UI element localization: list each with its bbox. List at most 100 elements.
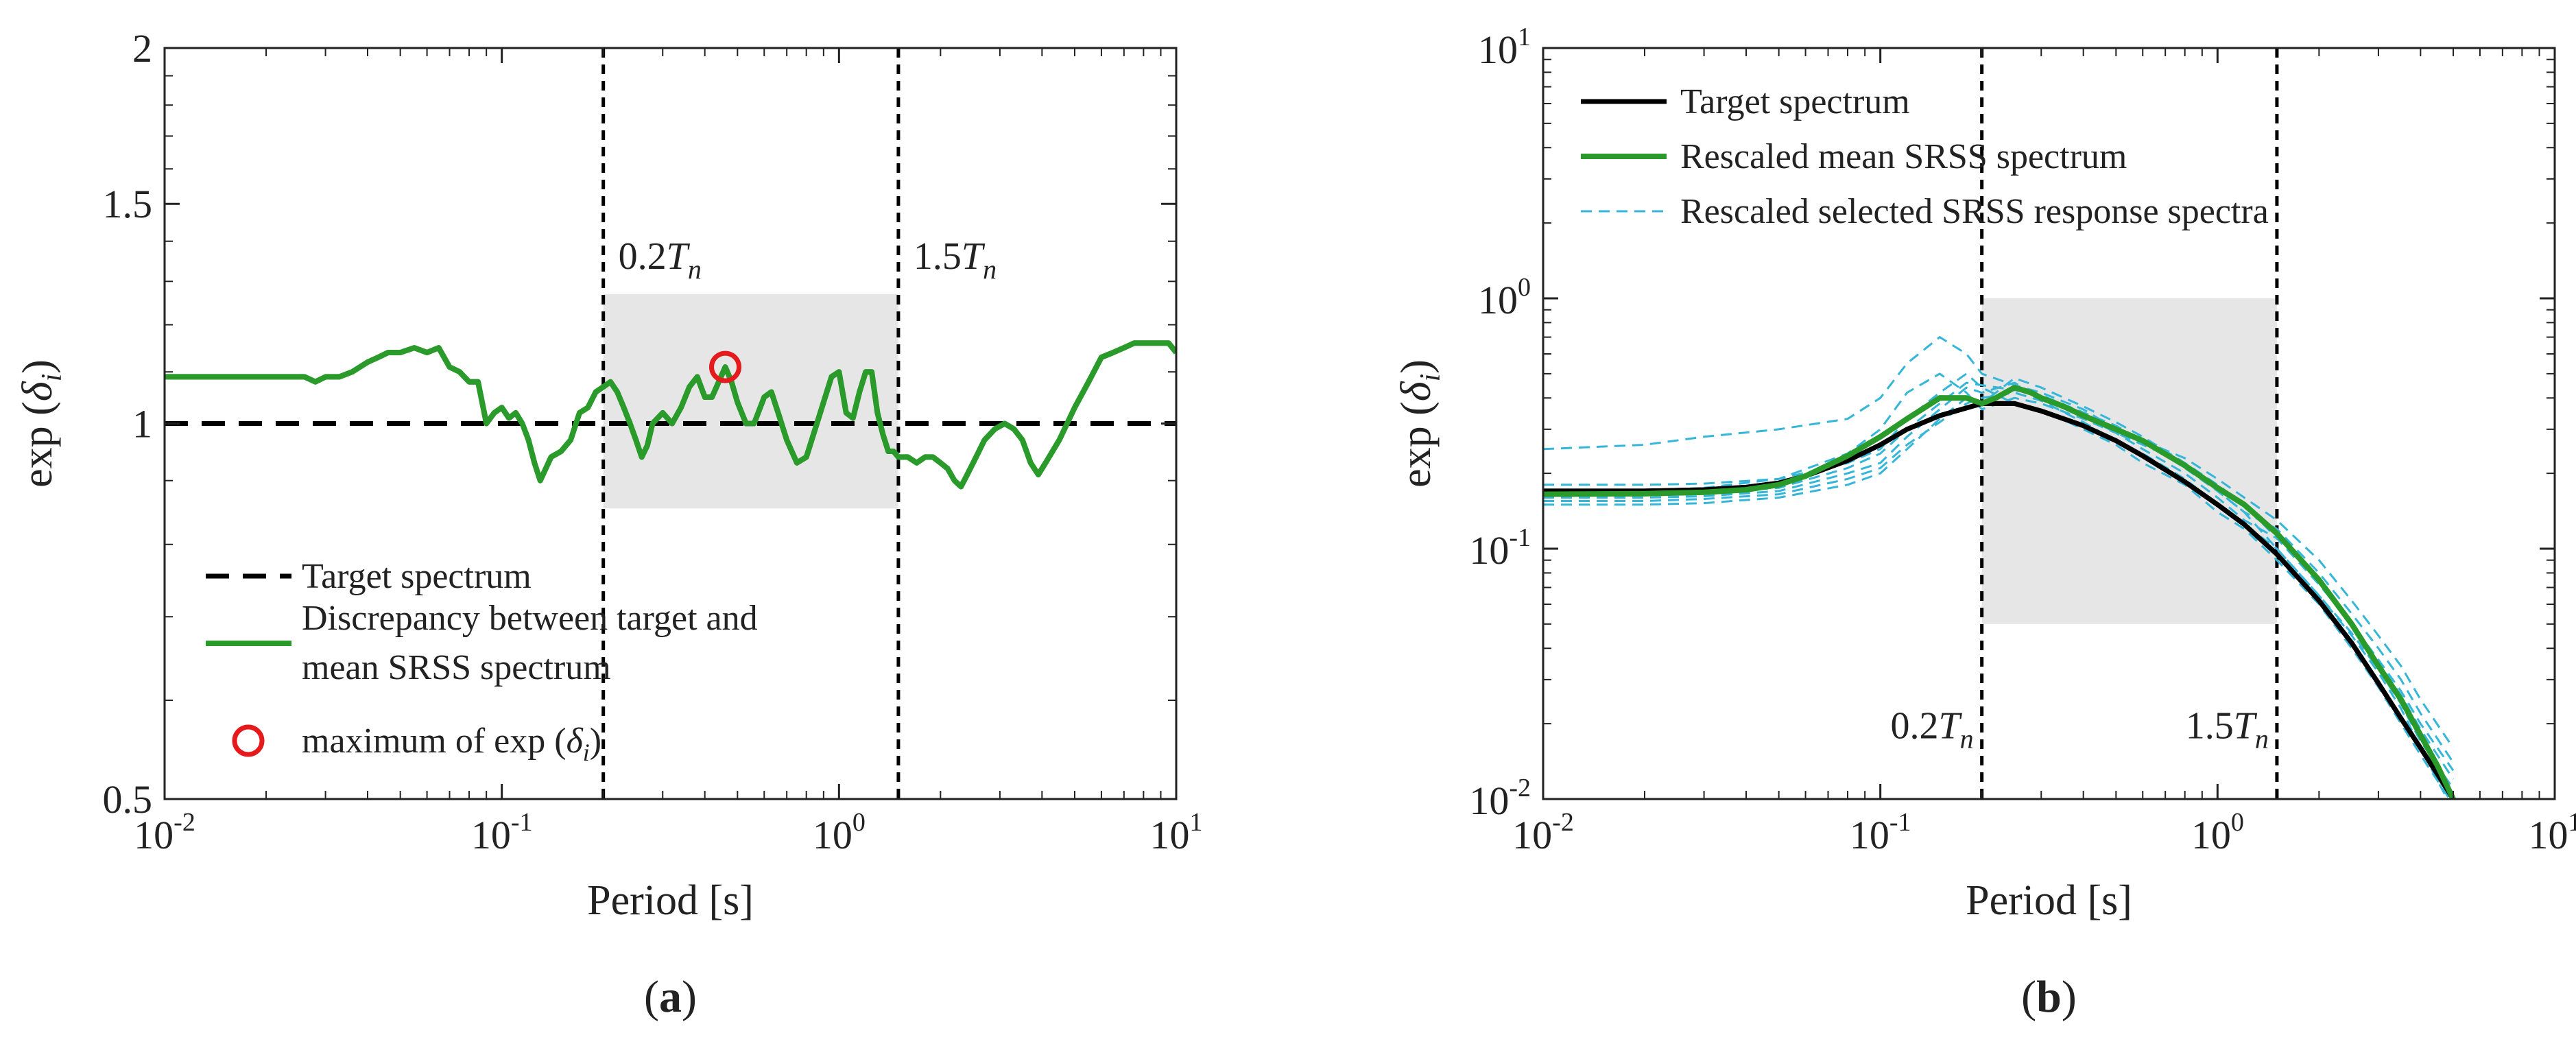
legend-label-marker: maximum of exp (δi)	[302, 722, 601, 766]
legend-label-target: Target spectrum	[302, 557, 532, 596]
x-tick-exponent: 1	[1190, 808, 1203, 837]
x-tick-exponent: 1	[2568, 808, 2576, 837]
y-axis-title-prefix: exp (	[14, 401, 61, 488]
x-tick-base: 10	[471, 813, 511, 857]
x-tick-base: 10	[1150, 813, 1190, 857]
x-tick-exponent: -1	[511, 808, 533, 837]
legend-marker-suffix: )	[590, 722, 601, 761]
shaded-region	[1981, 298, 2277, 624]
y-tick-exponent: -2	[1509, 774, 1531, 802]
x-tick-label: 10-1	[471, 808, 533, 857]
series-line-7	[1543, 381, 2455, 749]
series-line-2	[1543, 336, 2448, 799]
x-tick-exponent: 0	[2231, 808, 2244, 837]
boundary-label-coef: 1.5	[914, 235, 962, 278]
boundary-label-sub: n	[688, 254, 702, 285]
y-tick-base: 10	[1478, 27, 1518, 72]
y-axis-title-symbol: δ	[14, 381, 61, 401]
x-tick-label: 101	[2529, 808, 2576, 857]
y-tick-base: 10	[1469, 778, 1509, 823]
y-tick-base: 10	[1469, 528, 1509, 573]
series-line-4	[1543, 381, 2455, 763]
x-tick-exponent: -1	[1889, 808, 1911, 837]
y-tick-base: 10	[1478, 278, 1518, 322]
y-tick-label: 1.5	[103, 182, 153, 226]
boundary-label-1.5: 1.5Tn	[914, 235, 997, 285]
y-tick-exponent: 1	[1518, 23, 1531, 51]
series-line-5	[1543, 392, 2455, 789]
x-axis-title: Period [s]	[1966, 877, 2132, 924]
y-tick-label: 10-2	[1469, 774, 1531, 823]
y-axis-title-symbol: δ	[1393, 381, 1440, 401]
boundary-label-var: T	[1939, 704, 1963, 747]
legend-label-0: Target spectrum	[1680, 82, 1910, 121]
axes-frame	[1542, 47, 2556, 800]
y-axis-title-subscript: i	[1415, 374, 1446, 382]
panel-label-letter: b	[2036, 972, 2062, 1022]
x-tick-label: 10-2	[134, 808, 195, 857]
boundary-label-sub: n	[983, 254, 997, 285]
boundary-label-coef: 0.2	[1891, 704, 1939, 747]
y-tick-label: 1	[132, 402, 152, 446]
y-axis-title-suffix: )	[1393, 359, 1440, 374]
x-tick-base: 10	[1850, 813, 1889, 857]
legend-label-2: Rescaled selected SRSS response spectra	[1680, 192, 2269, 231]
y-tick-label: 100	[1478, 273, 1531, 322]
x-tick-label: 10-1	[1850, 808, 1911, 857]
maximum-marker	[709, 350, 742, 383]
y-axis-title-suffix: )	[14, 359, 61, 374]
legend-marker-sub: i	[583, 739, 590, 766]
legend-swatch-marker	[232, 724, 265, 757]
y-tick-label: 10-1	[1469, 523, 1531, 573]
panel-label-close: )	[2062, 972, 2077, 1022]
series-line-top-1	[1543, 385, 2456, 799]
y-tick-exponent: 0	[1518, 273, 1531, 302]
plot-area	[165, 48, 1176, 799]
boundary-label-sub: n	[2255, 723, 2269, 754]
x-tick-label: 100	[2191, 808, 2244, 857]
x-tick-base: 10	[1512, 813, 1552, 857]
y-tick-label: 101	[1478, 23, 1531, 72]
panel-label-open: (	[644, 972, 659, 1022]
boundary-label-var: T	[667, 235, 691, 278]
panel-label-open: (	[2021, 972, 2036, 1022]
boundary-label-var: T	[962, 235, 986, 278]
y-tick-label: 2	[132, 26, 152, 71]
x-tick-base: 10	[2191, 813, 2231, 857]
x-tick-exponent: -2	[174, 808, 195, 837]
x-tick-label: 100	[813, 808, 866, 857]
legend-marker-prefix: maximum of exp (	[302, 722, 567, 761]
panel-label: (b)	[2021, 972, 2077, 1022]
boundary-label-0.2: 0.2Tn	[619, 235, 702, 285]
y-axis-title-prefix: exp (	[1393, 401, 1440, 488]
boundary-label-sub: n	[1960, 723, 1974, 754]
panel-label-close: )	[682, 972, 697, 1022]
x-tick-base: 10	[134, 813, 174, 857]
boundary-label-var: T	[2234, 704, 2258, 747]
shaded-region	[603, 294, 898, 509]
panel-label: (a)	[644, 972, 697, 1022]
panel-label-letter: a	[659, 972, 682, 1022]
y-tick-label: 0.5	[103, 777, 153, 822]
y-axis-title: exp (δi)	[1393, 359, 1446, 488]
y-tick-exponent: -1	[1509, 523, 1531, 552]
x-tick-base: 10	[813, 813, 852, 857]
legend-label-discrepancy-1: Discrepancy between target and	[302, 599, 758, 638]
legend-label-discrepancy-2: mean SRSS spectrum	[302, 648, 611, 687]
x-tick-label: 101	[1150, 808, 1203, 857]
x-tick-base: 10	[2529, 813, 2568, 857]
boundary-label-0.2: 0.2Tn	[1891, 704, 1974, 754]
x-tick-label: 10-2	[1512, 808, 1574, 857]
y-axis-title-subscript: i	[36, 374, 68, 382]
boundary-label-coef: 1.5	[2186, 704, 2234, 747]
legend: Target spectrum Rescaled mean SRSS spectr…	[1581, 82, 2269, 231]
x-axis-title: Period [s]	[587, 877, 754, 924]
x-tick-exponent: 0	[852, 808, 866, 837]
y-axis-title: exp (δi)	[14, 359, 68, 488]
x-tick-exponent: -2	[1552, 808, 1574, 837]
boundary-label-coef: 0.2	[619, 235, 667, 278]
legend-label-1: Rescaled mean SRSS spectrum	[1680, 137, 2127, 176]
